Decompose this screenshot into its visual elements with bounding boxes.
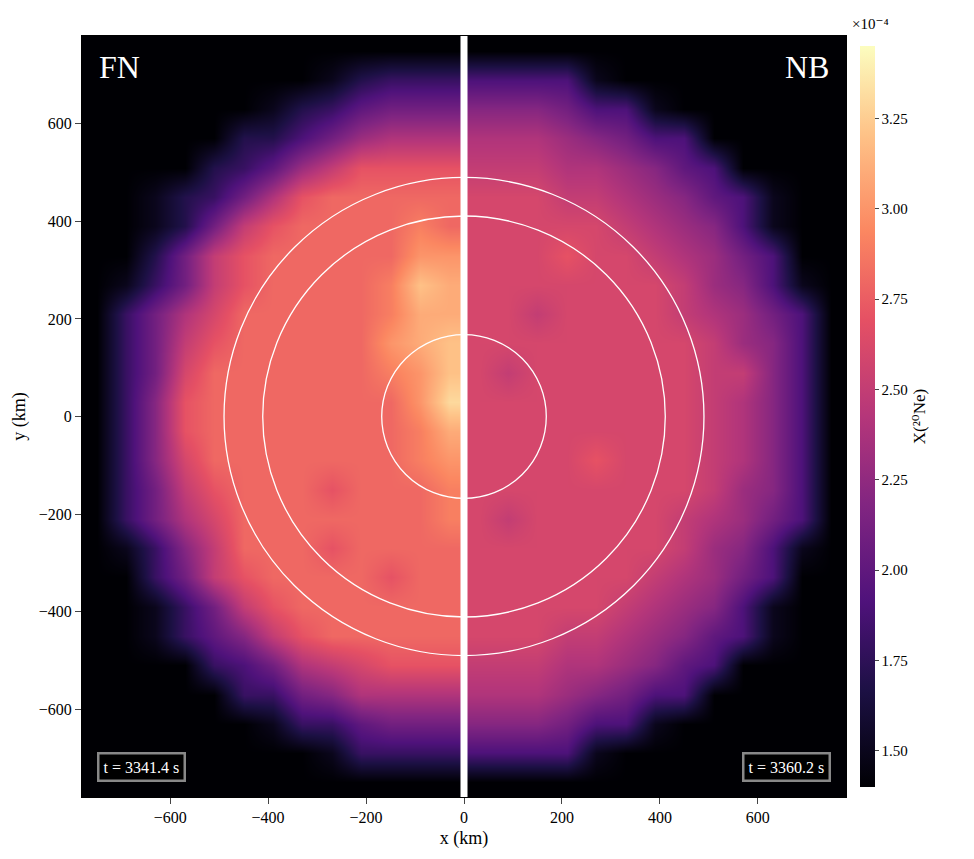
- svg-text:3.25: 3.25: [882, 111, 908, 127]
- svg-text:200: 200: [550, 809, 574, 826]
- svg-text:2.00: 2.00: [882, 562, 908, 578]
- svg-text:NB: NB: [785, 49, 829, 85]
- svg-text:−200: −200: [350, 809, 383, 826]
- svg-text:y (km): y (km): [9, 392, 30, 441]
- svg-text:−400: −400: [252, 809, 285, 826]
- svg-text:200: 200: [48, 311, 72, 328]
- svg-text:2.75: 2.75: [882, 291, 908, 307]
- svg-text:2.50: 2.50: [882, 382, 908, 398]
- svg-text:400: 400: [48, 213, 72, 230]
- svg-text:600: 600: [48, 115, 72, 132]
- svg-text:400: 400: [648, 809, 672, 826]
- svg-text:X(²⁰Ne): X(²⁰Ne): [910, 389, 929, 444]
- svg-text:FN: FN: [99, 49, 140, 85]
- svg-text:−600: −600: [154, 809, 187, 826]
- svg-text:3.00: 3.00: [882, 201, 908, 217]
- svg-text:0: 0: [460, 809, 468, 826]
- svg-text:600: 600: [746, 809, 770, 826]
- svg-text:x (km): x (km): [440, 828, 489, 849]
- svg-text:t = 3360.2 s: t = 3360.2 s: [749, 759, 825, 776]
- svg-text:−400: −400: [39, 603, 72, 620]
- svg-text:2.25: 2.25: [882, 472, 908, 488]
- svg-text:−200: −200: [39, 506, 72, 523]
- svg-text:t = 3341.4 s: t = 3341.4 s: [104, 759, 180, 776]
- svg-text:×10⁻⁴: ×10⁻⁴: [852, 16, 889, 32]
- svg-text:0: 0: [64, 408, 72, 425]
- svg-text:1.50: 1.50: [882, 743, 908, 759]
- svg-text:−600: −600: [39, 701, 72, 718]
- svg-text:1.75: 1.75: [882, 653, 908, 669]
